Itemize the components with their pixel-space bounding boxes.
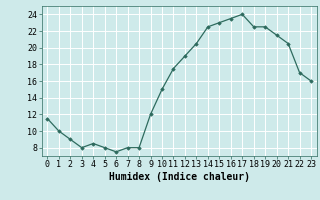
X-axis label: Humidex (Indice chaleur): Humidex (Indice chaleur) [109,172,250,182]
